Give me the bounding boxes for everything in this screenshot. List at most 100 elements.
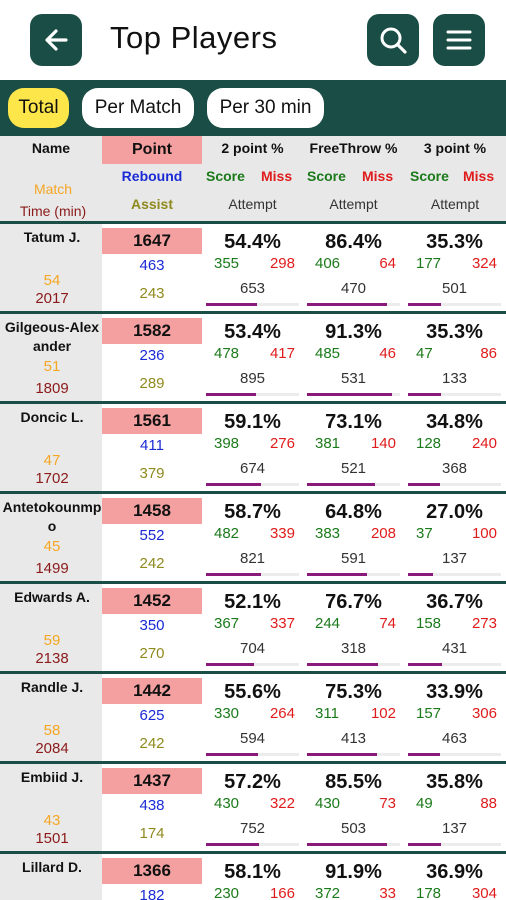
row-bg-left [0,584,102,671]
column-rebound[interactable]: Rebound [121,168,183,184]
two-point-attempt: 674 [239,460,266,477]
player-row[interactable]: Embiid J. 43 1501 1437 438 174 57.2% 430 322 752 8… [0,764,506,851]
player-row[interactable]: Antetokounmpo 45 1499 1458 552 242 58.7% 482 339… [0,494,506,581]
three-point-attempt: 463 [441,730,468,747]
two-point-score: 355 [214,255,240,272]
free-throw-progress-bar [307,393,392,396]
column-two-attempt: Attempt [228,196,277,212]
column-ft-attempt: Attempt [329,196,378,212]
player-points: 1647 [102,228,202,254]
three-point-progress-track [408,843,501,846]
three-point-progress-track [408,303,501,306]
free-throw-percent: 76.7% [325,591,382,613]
free-throw-attempt: 503 [340,820,367,837]
free-throw-score: 311 [315,705,339,722]
player-points: 1458 [102,498,202,524]
three-point-stat: 27.0% 37 100 137 [404,494,505,581]
column-free-throw[interactable]: FreeThrow % [309,140,398,156]
free-throw-miss: 73 [379,795,396,812]
free-throw-percent: 91.9% [325,861,382,883]
player-row[interactable]: Lillard D. 1366 182 58.1% 230 166 91.9% 372 33 36… [0,854,506,900]
three-point-attempt: 133 [441,370,468,387]
three-point-progress-bar [408,843,441,846]
three-point-miss: 240 [471,435,497,452]
player-name: Antetokounmpo [2,499,102,534]
free-throw-stat: 73.1% 381 140 521 [303,404,404,491]
player-row[interactable]: Gilgeous-Alexander 51 1809 1582 236 289 53.4% 4… [0,314,506,401]
free-throw-score: 244 [315,615,341,632]
tab-per-match[interactable]: Per Match [82,88,194,128]
three-point-miss: 86 [480,345,497,362]
player-rebounds: 182 [139,887,165,900]
free-throw-miss: 208 [370,525,396,542]
row-bg-left [0,314,102,401]
three-point-miss: 306 [471,705,497,722]
player-points: 1452 [102,588,202,614]
two-point-score: 478 [214,345,240,362]
player-assists: 242 [139,735,165,752]
three-point-score: 178 [416,885,442,900]
player-match-count: 51 [43,358,61,375]
column-match[interactable]: Match [33,181,73,197]
back-button[interactable] [30,14,82,66]
two-point-progress-bar [206,483,261,486]
player-points: 1561 [102,408,202,434]
tab-total[interactable]: Total [8,88,69,128]
three-point-progress-track [408,573,501,576]
player-assists: 174 [139,825,165,842]
free-throw-progress-bar [307,573,367,576]
free-throw-stat: 91.3% 485 46 531 [303,314,404,401]
column-point[interactable]: Point [102,136,202,164]
three-point-stat: 36.7% 158 273 431 [404,584,505,671]
two-point-stat: 52.1% 367 337 704 [202,584,303,671]
three-point-progress-bar [408,663,442,666]
three-point-miss: 324 [471,255,497,272]
free-throw-attempt: 413 [340,730,367,747]
search-button[interactable] [367,14,419,66]
two-point-attempt: 752 [239,820,266,837]
two-point-miss: 298 [269,255,295,272]
tab-per-30-min[interactable]: Per 30 min [207,88,324,128]
free-throw-score: 372 [315,885,341,900]
three-point-attempt: 137 [441,550,468,567]
free-throw-percent: 75.3% [325,681,382,703]
three-point-percent: 35.3% [426,231,483,253]
player-row[interactable]: Randle J. 58 2084 1442 625 242 55.6% 330 264 594 7… [0,674,506,761]
column-assist[interactable]: Assist [130,196,174,212]
player-name: Lillard D. [22,859,82,875]
two-point-percent: 53.4% [224,321,281,343]
column-three-point[interactable]: 3 point % [423,140,487,156]
player-assists: 289 [139,375,165,392]
column-two-point[interactable]: 2 point % [221,140,284,156]
two-point-miss: 276 [269,435,295,452]
two-point-score: 398 [214,435,240,452]
row-bg-right [202,764,506,851]
three-point-score: 49 [416,795,433,812]
player-row[interactable]: Doncic L. 47 1702 1561 411 379 59.1% 398 276 674 7… [0,404,506,491]
column-two-miss: Miss [261,168,293,184]
two-point-stat: 57.2% 430 322 752 [202,764,303,851]
free-throw-attempt: 591 [340,550,367,567]
free-throw-attempt: 470 [340,280,367,297]
player-points: 1442 [102,678,202,704]
three-point-progress-track [408,663,501,666]
two-point-stat: 53.4% 478 417 895 [202,314,303,401]
column-time[interactable]: Time (min) [19,203,87,219]
three-point-stat: 36.9% 178 304 [404,854,505,900]
two-point-percent: 52.1% [224,591,281,613]
player-minutes: 2084 [35,740,69,757]
column-name[interactable]: Name [31,140,71,156]
player-rebounds: 411 [140,437,164,454]
player-row[interactable]: Edwards A. 59 2138 1452 350 270 52.1% 367 337 704… [0,584,506,671]
player-row[interactable]: Tatum J. 54 2017 1647 463 243 54.4% 355 298 653 86… [0,224,506,311]
two-point-stat: 55.6% 330 264 594 [202,674,303,761]
three-point-attempt: 501 [441,280,468,297]
menu-button[interactable] [433,14,485,66]
two-point-attempt: 821 [239,550,266,567]
three-point-progress-bar [408,573,433,576]
three-point-miss: 304 [471,885,497,900]
two-point-stat: 58.7% 482 339 821 [202,494,303,581]
hamburger-menu-icon [446,30,472,50]
free-throw-score: 383 [315,525,341,542]
two-point-progress-bar [206,753,258,756]
